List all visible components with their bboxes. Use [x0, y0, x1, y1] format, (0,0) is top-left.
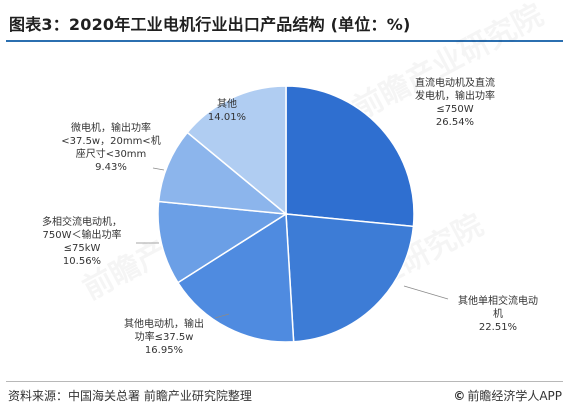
slice-category-label: 功率≤37.5w — [135, 330, 194, 343]
pie-slice — [157, 131, 289, 215]
slice-label: 其他单相交流电动机 22.51% — [458, 294, 538, 333]
brand-text: 前瞻经济学人APP — [467, 389, 562, 403]
chart-title: 图表3：2020年工业电机行业出口产品结构 (单位：%) — [9, 15, 411, 34]
leader-lines — [136, 167, 449, 319]
slice-category-label: 座尺寸<30mm — [76, 147, 147, 160]
slice-value-label: 22.51% — [479, 322, 517, 333]
slice-label: 直流电动机及直流发电机，输出功率 ≤750W 26.54% — [415, 76, 495, 128]
slice-value-label: 26.54% — [436, 117, 474, 128]
slice-label: 多相交流电动机， 750W＜输出功率 ≤75kW 10.56% — [42, 215, 122, 267]
slice-label: 其他 14.01% — [208, 97, 246, 123]
slice-category-label: ≤75kW — [64, 243, 101, 254]
slice-category-label: 机 — [493, 307, 503, 320]
pie-slice — [285, 85, 415, 228]
slice-labels: 直流电动机及直流发电机，输出功率 ≤750W 26.54% 其他单相交流电动机 22.5… — [42, 76, 538, 356]
pie-slice — [186, 85, 287, 216]
pie-slices — [157, 85, 415, 343]
slice-label: 其他电动机，输出功率≤37.5w 16.95% — [124, 317, 204, 356]
slice-category-label: 多相交流电动机， — [42, 215, 122, 228]
slice-value-label: 16.95% — [145, 345, 183, 356]
slice-label: 微电机，输出功率<37.5w，20mm<机座尺寸<30mm 9.43% — [61, 121, 160, 173]
slice-category-label: 其他电动机，输出 — [124, 317, 204, 330]
slice-value-label: 9.43% — [95, 162, 127, 173]
slice-value-label: 10.56% — [63, 256, 101, 267]
leader-line — [403, 285, 449, 300]
slice-category-label: 微电机，输出功率 — [71, 121, 151, 134]
slice-category-label: 直流电动机及直流 — [415, 76, 495, 89]
slice-category-label: 其他 — [217, 97, 237, 110]
slice-category-label: 发电机，输出功率 — [415, 89, 495, 102]
pie-slice — [285, 213, 415, 343]
footer-divider — [6, 381, 563, 382]
slice-category-label: 其他单相交流电动 — [458, 294, 538, 307]
slice-category-label: 750W＜输出功率 — [43, 228, 122, 241]
pie-slice — [176, 212, 295, 343]
source-note: 资料来源：中国海关总署 前瞻产业研究院整理 — [8, 389, 252, 403]
leader-line — [214, 313, 230, 319]
title-underline — [6, 40, 563, 42]
slice-category-label: <37.5w，20mm<机 — [61, 134, 160, 147]
slice-value-label: 14.01% — [208, 112, 246, 123]
brand-credit: © 前瞻经济学人APP — [453, 387, 562, 404]
brand-logo-icon: © — [453, 389, 466, 403]
leader-line — [152, 167, 165, 171]
slice-category-label: ≤750W — [436, 104, 473, 115]
pie-slice — [157, 200, 289, 284]
